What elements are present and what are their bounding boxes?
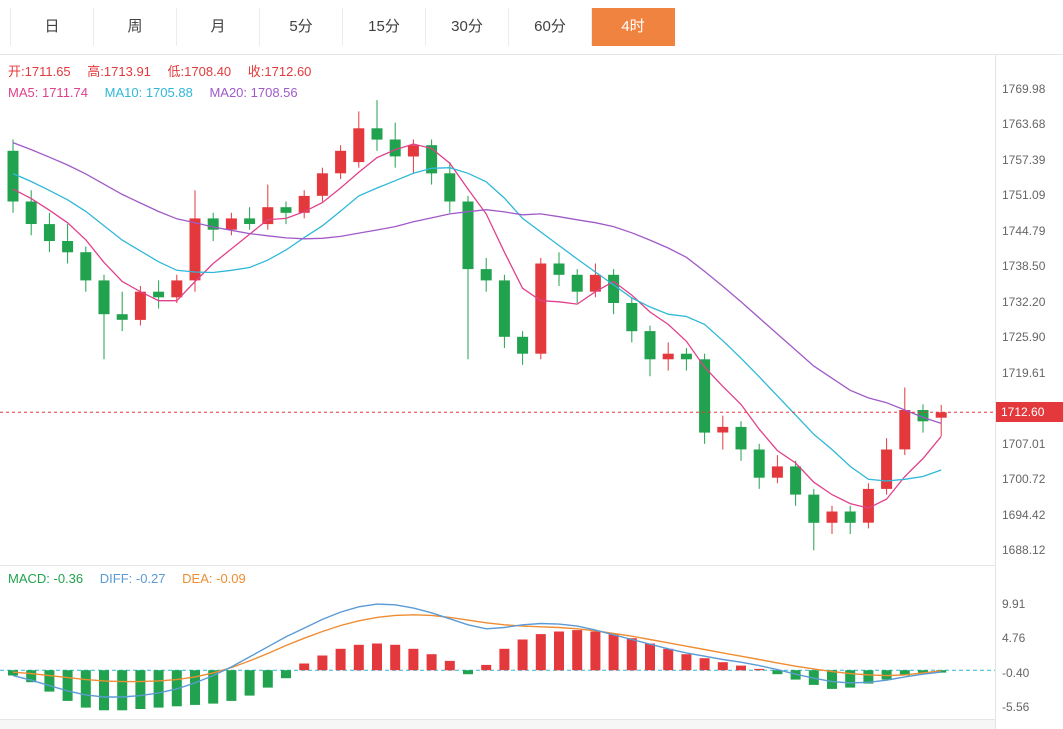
bottom-scroll-strip[interactable]	[0, 720, 1063, 729]
y-axis-label: 1751.09	[1002, 188, 1046, 202]
macd-svg	[0, 603, 995, 711]
tab-5min[interactable]: 5分	[260, 8, 343, 46]
ohlc-high: 高:1713.91	[87, 64, 151, 79]
y-axis-label: 1769.98	[1002, 82, 1046, 96]
tab-15min[interactable]: 15分	[343, 8, 426, 46]
y-axis-label: 1707.01	[1002, 437, 1046, 451]
tab-month[interactable]: 月	[177, 8, 260, 46]
y-axis-label: 1744.79	[1002, 224, 1046, 238]
ma-legend: MA5: 1711.74 MA10: 1705.88 MA20: 1708.56	[8, 85, 311, 100]
macd-value: MACD: -0.36	[8, 571, 84, 586]
macd-axis-label: -5.56	[1002, 700, 1030, 714]
ohlc-low: 低:1708.40	[167, 64, 232, 79]
y-axis-label: 1732.20	[1002, 295, 1046, 309]
ohlc-close: 收:1712.60	[247, 64, 312, 79]
candlestick-svg	[0, 100, 995, 551]
tab-60min[interactable]: 60分	[509, 8, 592, 46]
y-axis-label: 1725.90	[1002, 330, 1046, 344]
macd-chart[interactable]: MACD: -0.36 DIFF: -0.27 DEA: -0.09	[0, 566, 995, 719]
ma10-legend-item: MA10: 1705.88	[104, 85, 193, 100]
ohlc-open: 开:1711.65	[8, 64, 71, 79]
y-axis-label: 1719.61	[1002, 366, 1046, 380]
candlestick-chart[interactable]: 开:1711.65 高:1713.91 低:1708.40 收:1712.60 …	[0, 55, 995, 565]
dea-value: DEA: -0.09	[182, 571, 246, 586]
timeframe-tabbar: 日 周 月 5分 15分 30分 60分 4时	[0, 0, 1063, 55]
macd-axis-label: 4.76	[1002, 631, 1026, 645]
macd-axis-label: 9.91	[1002, 597, 1026, 611]
macd-axis-label: -0.40	[1002, 666, 1030, 680]
y-axis-label: 1738.50	[1002, 259, 1046, 273]
tab-week[interactable]: 周	[94, 8, 177, 46]
macd-legend: MACD: -0.36 DIFF: -0.27 DEA: -0.09	[8, 571, 259, 586]
y-axis-label: 1757.39	[1002, 153, 1046, 167]
y-axis-label: 1688.12	[1002, 543, 1046, 557]
ma5-legend-item: MA5: 1711.74	[8, 85, 88, 100]
bottom-divider	[0, 719, 1063, 720]
y-axis-label: 1694.42	[1002, 508, 1046, 522]
ohlc-legend: 开:1711.65 高:1713.91 低:1708.40 收:1712.60	[8, 61, 324, 80]
tab-30min[interactable]: 30分	[426, 8, 509, 46]
tab-4hour[interactable]: 4时	[592, 8, 675, 46]
ma20-legend-item: MA20: 1708.56	[209, 85, 298, 100]
tab-day[interactable]: 日	[10, 8, 94, 46]
y-axis-label: 1763.68	[1002, 117, 1046, 131]
y-axis-label: 1700.72	[1002, 472, 1046, 486]
diff-value: DIFF: -0.27	[99, 571, 166, 586]
price-axis: 1769.98 1763.68 1757.39 1751.09 1744.79 …	[995, 55, 1063, 729]
current-price-badge: 1712.60	[996, 402, 1063, 422]
panel-divider	[0, 565, 1063, 566]
